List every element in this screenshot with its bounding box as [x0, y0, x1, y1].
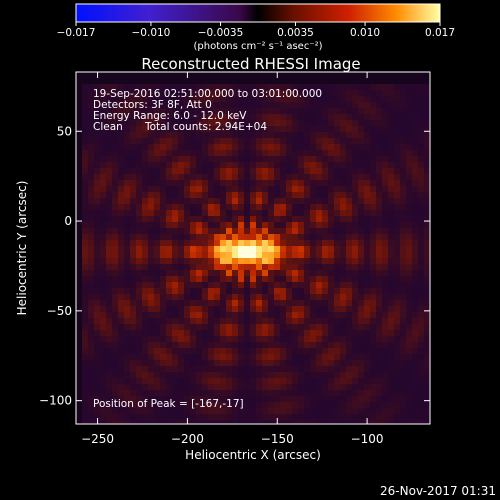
- x-tick-label: −150: [261, 432, 294, 446]
- colorbar-tick-label: −0.0035: [198, 27, 244, 39]
- colorbar-tick-label: 0.017: [425, 27, 455, 39]
- colorbar-tick-label: 0.010: [350, 27, 380, 39]
- colorbar-tick-label: 0.0035: [277, 27, 314, 39]
- colorbar-tick-label: −0.010: [132, 27, 171, 39]
- annotation-time-range: 19-Sep-2016 02:51:00.000 to 03:01:00.000: [93, 88, 322, 100]
- annotation-peak-position: Position of Peak = [-167,-17]: [93, 398, 244, 410]
- annotation-detectors: Detectors: 3F 8F, Att 0: [93, 99, 212, 111]
- axis-ticks: −250 −200 −150 −100 50 0 −50 −100: [39, 72, 430, 446]
- chart-title: Reconstructed RHESSI Image: [141, 55, 360, 73]
- x-tick-label: −250: [81, 432, 114, 446]
- plot-frame: [75, 71, 431, 425]
- colorbar-ticks: −0.017 −0.010 −0.0035 0.0035 0.010 0.017: [57, 22, 455, 39]
- annotation-method: Clean: [93, 121, 123, 133]
- annotation-counts: Total counts: 2.94E+04: [144, 121, 267, 133]
- colorbar-tick-label: −0.017: [57, 27, 96, 39]
- colorbar: [75, 3, 441, 23]
- y-tick-label: −50: [47, 304, 72, 318]
- y-tick-label: 50: [57, 124, 72, 138]
- heatmap-image: [76, 72, 430, 424]
- x-tick-label: −200: [171, 432, 204, 446]
- y-axis-label: Heliocentric Y (arcsec): [15, 181, 29, 316]
- y-tick-label: 0: [64, 214, 72, 228]
- colorbar-unit-label: (photons cm⁻² s⁻¹ asec⁻²): [193, 41, 322, 52]
- y-tick-label: −100: [39, 394, 72, 408]
- x-tick-label: −100: [351, 432, 384, 446]
- annotation-energy: Energy Range: 6.0 - 12.0 keV: [93, 110, 247, 122]
- timestamp: 26-Nov-2017 01:31: [380, 484, 496, 498]
- x-axis-label: Heliocentric X (arcsec): [185, 448, 321, 462]
